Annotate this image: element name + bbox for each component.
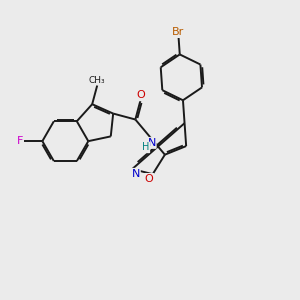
Text: N: N — [131, 169, 140, 179]
Text: O: O — [145, 174, 154, 184]
Text: CH₃: CH₃ — [89, 76, 106, 85]
Text: O: O — [136, 90, 145, 100]
Text: Br: Br — [172, 27, 184, 37]
Text: H: H — [142, 142, 149, 152]
Text: N: N — [147, 138, 156, 148]
Text: F: F — [16, 136, 23, 146]
